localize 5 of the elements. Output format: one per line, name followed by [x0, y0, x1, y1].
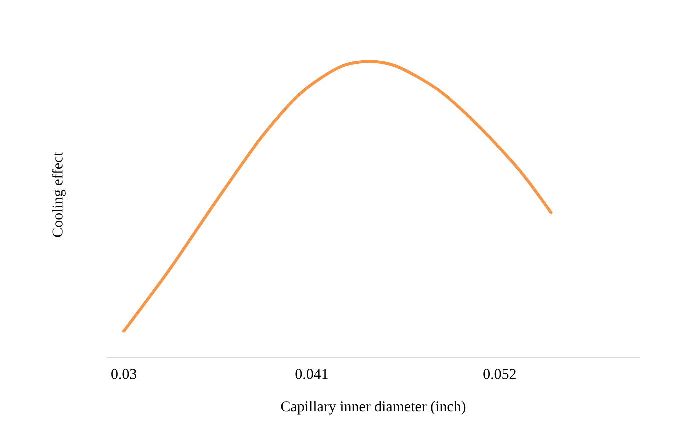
y-axis-title: Cooling effect [52, 152, 66, 238]
x-axis-title: Capillary inner diameter (inch) [281, 401, 466, 415]
x-tick-label: 0.041 [296, 369, 328, 380]
x-tick-label: 0.03 [112, 369, 137, 380]
x-tick-label: 0.052 [484, 369, 516, 380]
